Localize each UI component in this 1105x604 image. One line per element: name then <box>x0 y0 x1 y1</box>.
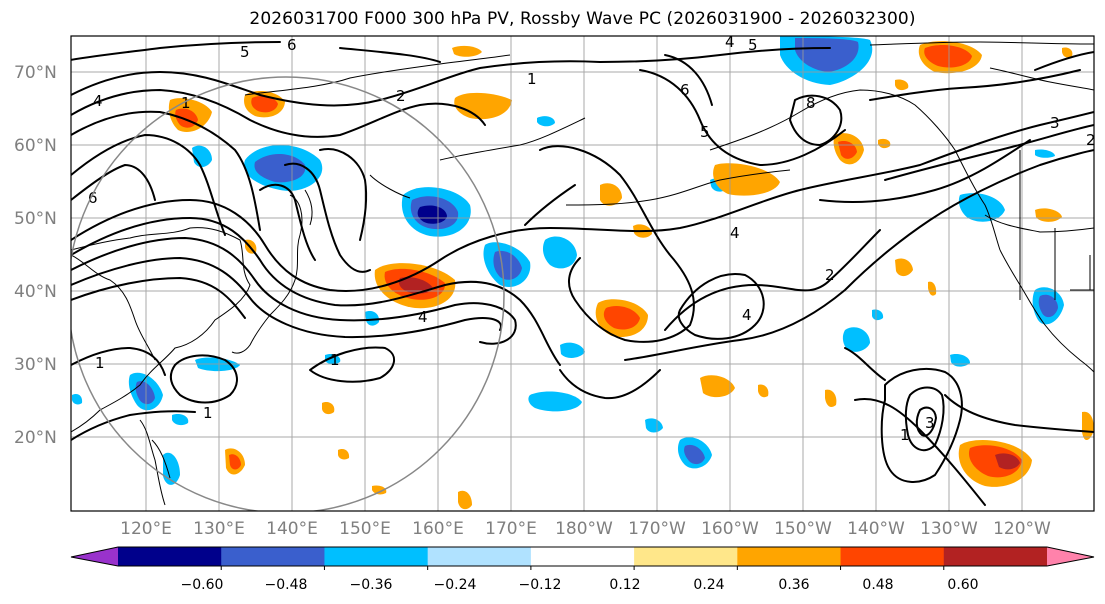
colorbar-tick-label: −0.36 <box>350 577 393 593</box>
plot-title: 2026031700 F000 300 hPa PV, Rossby Wave … <box>249 9 916 29</box>
contour-label: 4 <box>742 306 752 324</box>
lon-label: 150°W <box>774 519 832 539</box>
contour-label: 6 <box>287 36 297 54</box>
contour-label: 4 <box>725 33 735 51</box>
longitude-axis: 120°E 130°E 140°E 150°E 160°E 170°E 180°… <box>120 519 1051 539</box>
colorbar-segment <box>118 547 222 566</box>
lon-label: 170°E <box>485 519 537 539</box>
lat-label: 60°N <box>14 136 57 156</box>
colorbar-tick-label: −0.48 <box>265 577 308 593</box>
contour-label: 1 <box>203 404 213 422</box>
colorbar-extend-max <box>1047 547 1094 566</box>
contour-label: 6 <box>680 81 690 99</box>
colorbar-tick-label: 0.48 <box>862 577 893 593</box>
contour-labels: 5 6 4 2 1 1 4 5 6 8 5 4 3 6 1 2 4 1 1 1 … <box>88 33 1096 444</box>
contour-label: 5 <box>240 43 250 61</box>
colorbar-segment <box>943 547 1048 566</box>
lat-label: 40°N <box>14 282 57 302</box>
negative-anomaly-shading <box>72 36 1064 485</box>
contour-label: 4 <box>418 308 428 326</box>
colorbar: −0.60 −0.48 −0.36 −0.24 −0.12 0.12 0.24 … <box>70 546 1095 593</box>
contour-label: 2 <box>1086 131 1096 149</box>
lon-label: 150°E <box>339 519 391 539</box>
lon-label: 160°E <box>412 519 464 539</box>
colorbar-tick-label: −0.24 <box>434 577 477 593</box>
contour-label: 1 <box>95 354 105 372</box>
colorbar-segment <box>634 547 738 566</box>
lat-label: 70°N <box>14 63 57 83</box>
contour-label: 5 <box>748 36 758 54</box>
lat-label: 30°N <box>14 355 57 375</box>
lat-label: 50°N <box>14 209 57 229</box>
coastlines <box>71 41 1094 506</box>
lon-label: 180°W <box>555 519 613 539</box>
colorbar-tick-label: −0.12 <box>519 577 562 593</box>
colorbar-segment <box>840 547 945 566</box>
colorbar-tick-label: 0.12 <box>609 577 640 593</box>
colorbar-tick-label: −0.60 <box>181 577 224 593</box>
lon-label: 130°E <box>193 519 245 539</box>
contour-label: 1 <box>527 70 537 88</box>
map-frame <box>70 35 1095 512</box>
lon-label: 160°W <box>701 519 759 539</box>
colorbar-extend-min <box>71 547 118 566</box>
latitude-axis: 70°N 60°N 50°N 40°N 30°N 20°N <box>14 63 57 448</box>
lon-label: 120°W <box>993 519 1051 539</box>
contour-label: 4 <box>93 92 103 110</box>
range-circle <box>71 76 505 511</box>
lon-label: 140°E <box>266 519 318 539</box>
colorbar-segment <box>324 547 429 566</box>
colorbar-tick-label: 0.24 <box>693 577 724 593</box>
contour-label: 2 <box>825 266 835 284</box>
contour-label: 1 <box>181 94 191 112</box>
graticule <box>71 36 1094 511</box>
contour-label: 4 <box>730 224 740 242</box>
contour-label: 6 <box>88 189 98 207</box>
contour-label: 5 <box>700 123 710 141</box>
colorbar-segment <box>427 547 532 566</box>
lat-label: 20°N <box>14 428 57 448</box>
pv-contours <box>71 41 1094 506</box>
colorbar-segment <box>530 547 635 566</box>
contour-label: 8 <box>806 94 816 112</box>
lon-label: 140°W <box>847 519 905 539</box>
lon-label: 170°W <box>628 519 686 539</box>
colorbar-tick-label: 0.60 <box>947 577 978 593</box>
contour-label: 2 <box>396 87 406 105</box>
colorbar-segment <box>737 547 842 566</box>
lon-label: 120°E <box>120 519 172 539</box>
contour-label: 1 <box>900 426 910 444</box>
contour-label: 1 <box>330 351 340 369</box>
colorbar-outline <box>70 546 1095 567</box>
lon-label: 130°W <box>920 519 978 539</box>
colorbar-segment <box>221 547 326 566</box>
contour-label: 3 <box>925 414 935 432</box>
colorbar-tick-label: 0.36 <box>778 577 809 593</box>
contour-label: 3 <box>1050 114 1060 132</box>
